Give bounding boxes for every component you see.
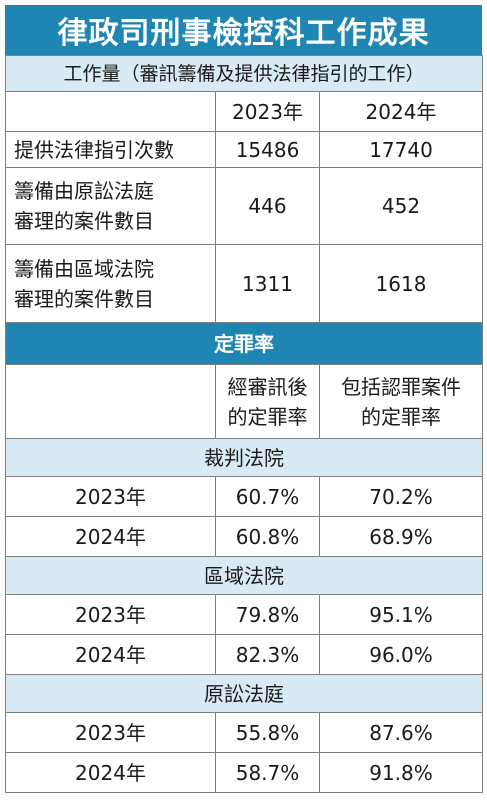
- rate-year: 2024年: [5, 634, 216, 675]
- rate-row: 2024年 82.3% 96.0%: [5, 634, 483, 675]
- year-col-2023: 2023年: [215, 91, 320, 132]
- workload-label-line: 審理的案件數目: [14, 286, 154, 311]
- rate-year: 2024年: [5, 752, 216, 793]
- conviction-col-1: 經審訊後 的定罪率: [215, 364, 320, 439]
- rate-row: 2023年 55.8% 87.6%: [5, 712, 483, 753]
- rate-value: 95.1%: [319, 594, 483, 635]
- results-table: 工作量（審訊籌備及提供法律指引的工作） 2023年 2024年 提供法律指引次數…: [5, 55, 483, 793]
- rate-value: 70.2%: [319, 476, 483, 517]
- col-header-line: 的定罪率: [361, 404, 441, 429]
- workload-value: 452: [319, 167, 483, 245]
- workload-label-line: 籌備由原訟法庭: [14, 179, 154, 203]
- workload-value: 1618: [319, 244, 483, 323]
- rate-value: 60.7%: [215, 476, 320, 517]
- workload-value: 17740: [319, 131, 483, 168]
- rate-value: 82.3%: [215, 634, 320, 675]
- court-header-row: 區域法院: [5, 556, 483, 595]
- workload-label-line: 審理的案件數目: [14, 209, 154, 233]
- workload-value: 446: [215, 167, 320, 245]
- col-header-line: 的定罪率: [227, 404, 308, 429]
- conviction-col-2: 包括認罪案件 的定罪率: [319, 364, 483, 439]
- rate-row: 2024年 60.8% 68.9%: [5, 516, 483, 557]
- rate-value: 68.9%: [319, 516, 483, 557]
- workload-row: 籌備由區域法院 審理的案件數目 1311 1618: [5, 244, 483, 323]
- workload-row: 籌備由原訟法庭 審理的案件數目 446 452: [5, 167, 483, 245]
- conviction-header-row: 定罪率: [5, 322, 483, 365]
- workload-row: 提供法律指引次數 15486 17740: [5, 131, 483, 168]
- rate-value: 87.6%: [319, 712, 483, 753]
- workload-value: 15486: [215, 131, 320, 168]
- empty-cell: [5, 91, 216, 132]
- court-name: 裁判法院: [5, 438, 483, 477]
- rate-year: 2023年: [5, 712, 216, 753]
- workload-label-line: 籌備由區域法院: [14, 256, 154, 281]
- rate-value: 55.8%: [215, 712, 320, 753]
- court-name: 原訟法庭: [5, 674, 483, 713]
- court-header-row: 裁判法院: [5, 438, 483, 477]
- court-header-row: 原訟法庭: [5, 674, 483, 713]
- rate-row: 2023年 79.8% 95.1%: [5, 594, 483, 635]
- panel-title: 律政司刑事檢控科工作成果: [5, 5, 482, 55]
- workload-value: 1311: [215, 244, 320, 323]
- workload-header: 工作量（審訊籌備及提供法律指引的工作）: [5, 55, 483, 92]
- rate-row: 2024年 58.7% 91.8%: [5, 752, 483, 793]
- rate-value: 60.8%: [215, 516, 320, 557]
- year-col-2024: 2024年: [319, 91, 483, 132]
- court-name: 區域法院: [5, 556, 483, 595]
- conviction-col-header-row: 經審訊後 的定罪率 包括認罪案件 的定罪率: [5, 364, 483, 439]
- conviction-header: 定罪率: [5, 322, 483, 365]
- rate-value: 91.8%: [319, 752, 483, 793]
- year-header-row: 2023年 2024年: [5, 91, 483, 132]
- rate-row: 2023年 60.7% 70.2%: [5, 476, 483, 517]
- workload-label: 籌備由原訟法庭 審理的案件數目: [5, 167, 216, 245]
- rate-value: 96.0%: [319, 634, 483, 675]
- rate-value: 58.7%: [215, 752, 320, 793]
- rate-year: 2023年: [5, 476, 216, 517]
- rate-year: 2023年: [5, 594, 216, 635]
- workload-label: 提供法律指引次數: [5, 131, 216, 168]
- rate-value: 79.8%: [215, 594, 320, 635]
- empty-cell: [5, 364, 216, 439]
- col-header-line: 包括認罪案件: [341, 374, 461, 399]
- col-header-line: 經審訊後: [227, 374, 308, 399]
- rate-year: 2024年: [5, 516, 216, 557]
- workload-header-row: 工作量（審訊籌備及提供法律指引的工作）: [5, 55, 483, 92]
- workload-label: 籌備由區域法院 審理的案件數目: [5, 244, 216, 323]
